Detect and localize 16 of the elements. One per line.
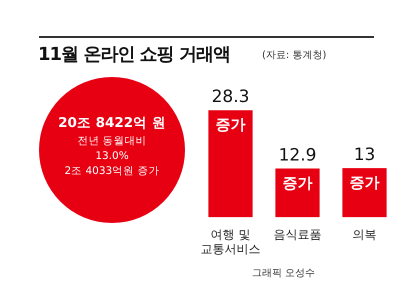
chart-title: 11월 온라인 쇼핑 거래액: [38, 43, 230, 66]
data-label: 13: [354, 145, 376, 166]
annotation: 증가: [216, 116, 246, 134]
annotation: 증가: [350, 173, 380, 192]
data-label: 28.3: [212, 87, 250, 108]
text: 2조 4033억원 증가: [63, 164, 161, 179]
annotation: 증가: [282, 174, 312, 192]
data-label: 12.9: [278, 145, 316, 166]
text: 전년 동월대비: [76, 134, 148, 149]
x-tick-label: 여행 및 교통서비스: [200, 228, 260, 256]
chart-subtitle: (자료: 통계청): [262, 49, 326, 62]
text: 그래픽 오성수: [252, 267, 316, 280]
x-tick-label: 의복: [352, 228, 376, 242]
x-tick-label: 음식료품: [274, 228, 322, 242]
text: 20조 8422억 원: [57, 114, 167, 133]
text: 13.0%: [94, 149, 130, 164]
